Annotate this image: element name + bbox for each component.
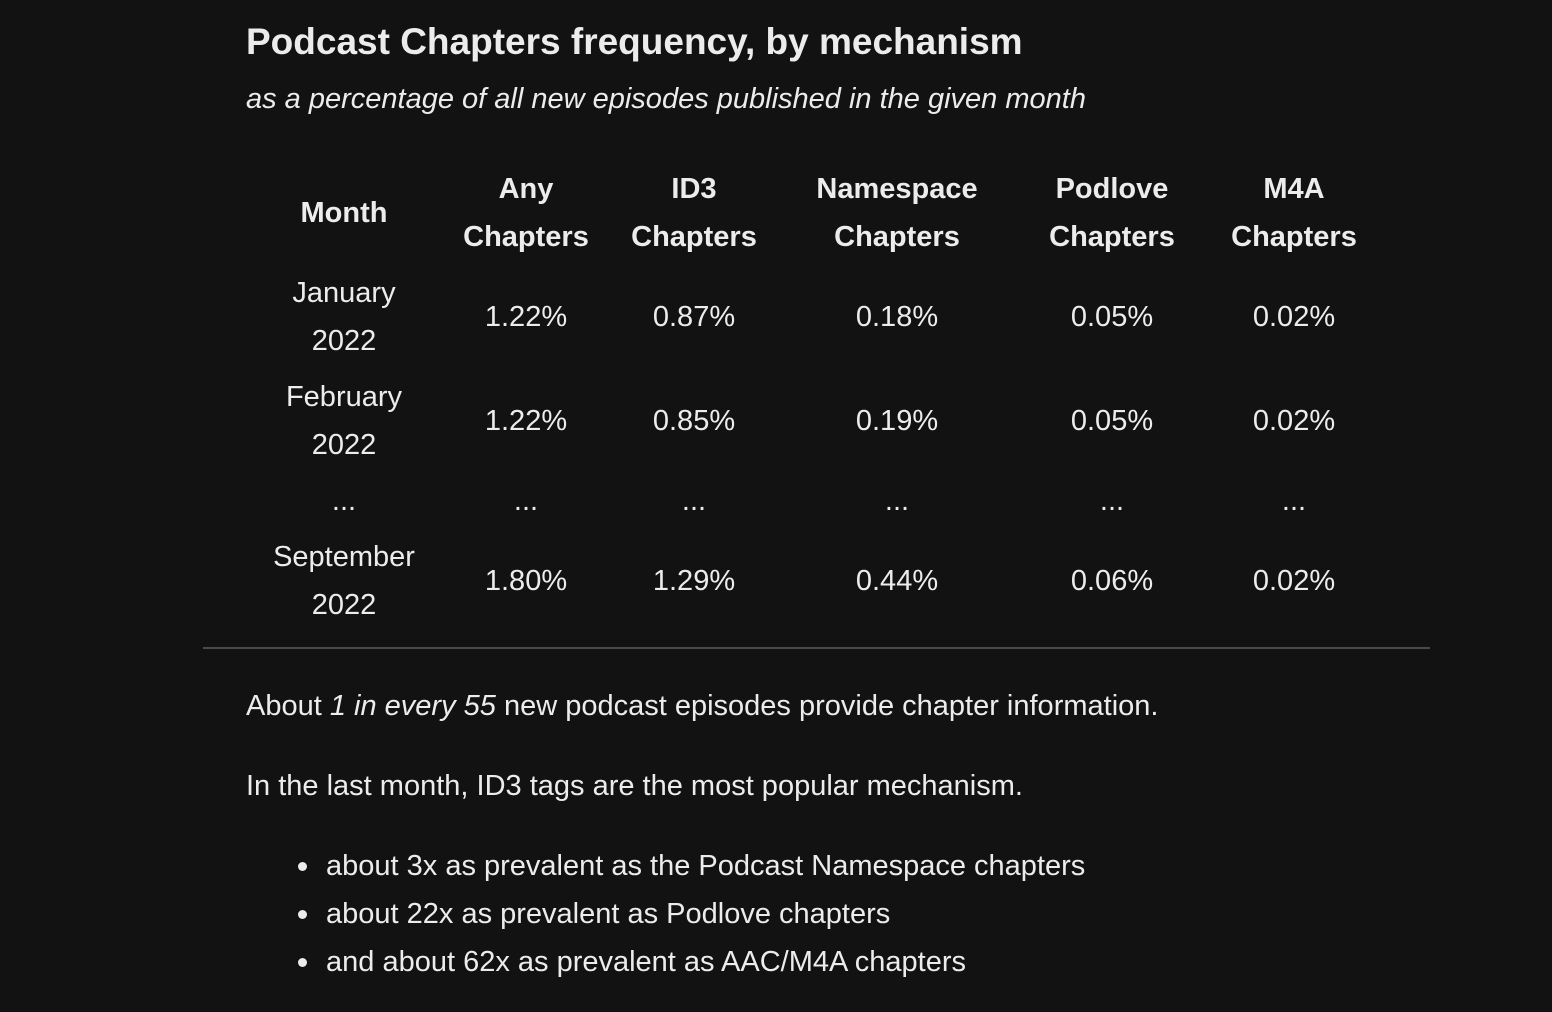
header-namespace-chapters-line-2: Chapters (834, 221, 960, 253)
any-chapters-cell: 1.80% (484, 565, 568, 597)
header-id3-chapters: ID3 Chapters (622, 161, 766, 265)
any-chapters-cell: 1.22% (484, 405, 568, 437)
m4a-chapters-cell: ... (1281, 485, 1307, 517)
chapters-frequency-table: Month Any Chapters ID3 Chapters Namespace C… (258, 161, 1392, 633)
summary-p1-before: About (246, 690, 330, 722)
month-cell: February 2022 (258, 369, 430, 473)
table-row: January 2022 1.22% 0.87% 0.18% 0.05% 0.02… (258, 265, 1392, 369)
list-item-text: and about 62x as prevalent as AAC/M4A ch… (326, 946, 967, 978)
header-podlove-chapters: Podlove Chapters (1028, 161, 1196, 265)
header-id3-chapters-line-1: ID3 (671, 173, 717, 205)
month-name: September (273, 541, 415, 573)
page-subtitle: as a percentage of all new episodes publ… (246, 83, 1086, 115)
header-m4a-chapters-line-1: M4A (1263, 173, 1325, 205)
any-chapters-cell: 1.22% (484, 301, 568, 333)
month-year: 2022 (311, 429, 377, 461)
summary-p1-emphasis: 1 in every 55 (329, 690, 496, 722)
podlove-chapters-cell: 0.05% (1070, 405, 1154, 437)
month-name: February (285, 381, 403, 413)
header-id3-chapters-line-2: Chapters (631, 221, 757, 253)
header-namespace-chapters: Namespace Chapters (766, 161, 1028, 265)
month-cell: September 2022 (258, 529, 430, 633)
table-header-row: Month Any Chapters ID3 Chapters Namespace C… (258, 161, 1392, 265)
header-month-line-1: Month (300, 197, 388, 229)
month-name: January (292, 277, 396, 309)
header-m4a-chapters-line-2: Chapters (1231, 221, 1357, 253)
summary-paragraph-2: In the last month, ID3 tags are the most… (246, 770, 1023, 802)
any-chapters-cell: ... (513, 485, 539, 517)
list-item: about 22x as prevalent as Podlove chapte… (246, 890, 1085, 938)
header-podlove-chapters-line-2: Chapters (1049, 221, 1175, 253)
id3-chapters-cell: 0.87% (652, 301, 736, 333)
podlove-chapters-cell: ... (1099, 485, 1125, 517)
table-row: September 2022 1.80% 1.29% 0.44% 0.06% 0.… (258, 529, 1392, 633)
namespace-chapters-cell: 0.44% (855, 565, 939, 597)
header-any-chapters-line-2: Chapters (463, 221, 589, 253)
list-item-text: about 3x as prevalent as the Podcast Nam… (326, 850, 1086, 882)
list-item: about 3x as prevalent as the Podcast Nam… (246, 842, 1085, 890)
month-cell: January 2022 (258, 265, 430, 369)
m4a-chapters-cell: 0.02% (1252, 565, 1336, 597)
namespace-chapters-cell: 0.18% (855, 301, 939, 333)
bullet-icon (298, 862, 307, 871)
header-podlove-chapters-line-1: Podlove (1055, 173, 1169, 205)
bullet-icon (298, 958, 307, 967)
list-item: and about 62x as prevalent as AAC/M4A ch… (246, 938, 1085, 986)
namespace-chapters-cell: ... (884, 485, 910, 517)
m4a-chapters-cell: 0.02% (1252, 301, 1336, 333)
podlove-chapters-cell: 0.05% (1070, 301, 1154, 333)
table-row: ... ... ... ... ... ... (258, 473, 1392, 529)
bullet-icon (298, 910, 307, 919)
page-title: Podcast Chapters frequency, by mechanism (246, 21, 1023, 62)
id3-chapters-cell: 0.85% (652, 405, 736, 437)
header-m4a-chapters: M4A Chapters (1196, 161, 1392, 265)
month-year: 2022 (311, 589, 377, 621)
section-divider (203, 647, 1430, 649)
namespace-chapters-cell: 0.19% (855, 405, 939, 437)
table-row: February 2022 1.22% 0.85% 0.19% 0.05% 0.0… (258, 369, 1392, 473)
summary-paragraph-1: About 1 in every 55 new podcast episodes… (246, 687, 1158, 725)
month-year: 2022 (311, 325, 377, 357)
header-any-chapters-line-1: Any (498, 173, 554, 205)
month-cell: ... (331, 485, 357, 517)
header-namespace-chapters-line-1: Namespace (816, 173, 978, 205)
m4a-chapters-cell: 0.02% (1252, 405, 1336, 437)
id3-chapters-cell: ... (681, 485, 707, 517)
podlove-chapters-cell: 0.06% (1070, 565, 1154, 597)
header-any-chapters: Any Chapters (430, 161, 622, 265)
list-item-text: about 22x as prevalent as Podlove chapte… (326, 898, 891, 930)
summary-p1-after: new podcast episodes provide chapter inf… (495, 690, 1159, 722)
comparison-list: about 3x as prevalent as the Podcast Nam… (246, 842, 1085, 986)
id3-chapters-cell: 1.29% (652, 565, 736, 597)
header-month: Month (258, 161, 430, 265)
